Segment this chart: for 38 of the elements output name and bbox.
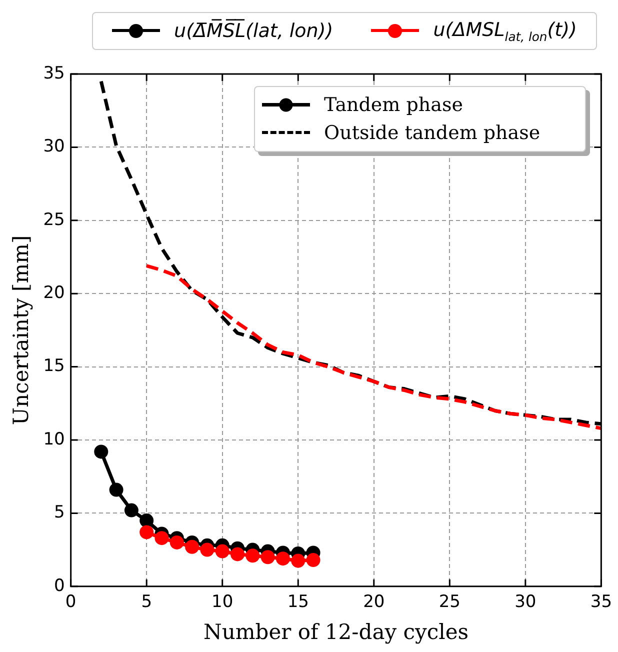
x-tick-label: 20 — [363, 592, 385, 612]
point — [154, 531, 169, 546]
x-tick-label: 15 — [287, 592, 309, 612]
x-tick-label: 10 — [212, 592, 234, 612]
x-tick-label: 5 — [141, 592, 152, 612]
point — [124, 503, 138, 518]
y-axis-title: Uncertainty [mm] — [9, 235, 34, 426]
point — [306, 553, 320, 568]
point — [170, 535, 184, 550]
y-tick-label: 5 — [54, 502, 65, 523]
annotation: Outside tandem phase — [324, 122, 540, 144]
point — [276, 552, 290, 566]
x-tick-label: 25 — [438, 592, 460, 612]
x-tick-label: 35 — [590, 592, 612, 612]
point — [109, 482, 124, 497]
legend-label: u(ΔMSL$_{lat, lon}$(t)) — [433, 18, 577, 44]
y-tick-label: 0 — [54, 576, 65, 596]
y-tick-label: 20 — [43, 283, 65, 304]
y-tick-label: 30 — [43, 136, 65, 157]
point — [260, 550, 275, 564]
point — [215, 544, 230, 558]
line-series — [144, 264, 602, 430]
point — [185, 540, 200, 554]
point — [230, 547, 245, 562]
point — [94, 444, 108, 459]
y-tick-label: 25 — [43, 210, 65, 230]
x-axis-title: Number of 12-day cycles — [203, 620, 469, 644]
point — [246, 548, 260, 563]
point — [200, 542, 214, 557]
y-tick-label: 10 — [43, 429, 65, 450]
point — [291, 554, 306, 568]
y-tick-label: 35 — [43, 63, 65, 84]
y-tick-label: 15 — [43, 356, 65, 376]
point — [140, 525, 154, 540]
point — [140, 514, 154, 528]
x-tick-label: 30 — [514, 592, 536, 612]
legend-label: u(Δ̅M̅S̅L̅(lat, lon)) — [174, 20, 334, 42]
annotation: Tandem phase — [324, 94, 463, 116]
